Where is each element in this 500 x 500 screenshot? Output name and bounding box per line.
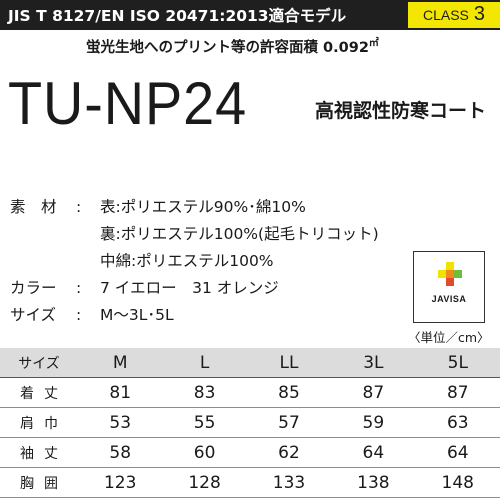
- javisa-cross-icon: [438, 262, 462, 286]
- table-cell: 87: [331, 377, 416, 408]
- size-header-cell: LL: [246, 348, 332, 378]
- size-header-row: サイズ M L LL 3L 5L: [0, 348, 500, 378]
- size-header-label: サイズ: [0, 348, 78, 378]
- table-cell: 55: [162, 407, 247, 438]
- size-header-cell: L: [162, 348, 247, 378]
- table-cell: 85: [246, 377, 332, 408]
- spec-label: 素 材:: [10, 198, 82, 216]
- table-row: 肩巾 53 55 57 59 63: [0, 407, 500, 438]
- table-cell: 57: [246, 407, 332, 438]
- table-cell: 128: [162, 467, 247, 498]
- row-label: 肩巾: [0, 407, 78, 438]
- spec-value: M〜3L･5L: [100, 306, 174, 324]
- print-area-note: 蛍光生地へのプリント等の許容面積 0.092㎡: [86, 34, 379, 57]
- javisa-text: JAVISA: [431, 294, 467, 304]
- model-number: TU-NP24: [8, 70, 248, 137]
- table-row: 袖丈 58 60 62 64 64: [0, 437, 500, 468]
- print-area-text: 蛍光生地へのプリント等の許容面積 0.092: [86, 39, 369, 56]
- table-cell: 81: [78, 377, 163, 408]
- class-badge: CLASS 3: [408, 2, 500, 28]
- table-cell: 63: [415, 407, 500, 438]
- size-header-cell: M: [78, 348, 163, 378]
- standard-text: JIS T 8127/EN ISO 20471:2013適合モデル: [8, 7, 347, 25]
- row-label: 着丈: [0, 377, 78, 408]
- standard-banner: JIS T 8127/EN ISO 20471:2013適合モデル CLASS …: [0, 0, 500, 30]
- table-row: 着丈 81 83 85 87 87: [0, 377, 500, 408]
- spec-label: カラー:: [10, 279, 82, 297]
- table-cell: 53: [78, 407, 163, 438]
- table-cell: 148: [415, 467, 500, 498]
- spec-value: 裏:ポリエステル100%(起毛トリコット): [100, 225, 379, 243]
- size-table: サイズ M L LL 3L 5L 着丈 81 83 85 87 87 肩巾 53…: [0, 348, 500, 498]
- table-cell: 59: [331, 407, 416, 438]
- row-label: 袖丈: [0, 437, 78, 468]
- table-row: 胸囲 123 128 133 138 148: [0, 467, 500, 498]
- table-cell: 123: [78, 467, 163, 498]
- table-cell: 87: [415, 377, 500, 408]
- class-number: 3: [473, 3, 486, 25]
- class-word: CLASS: [422, 7, 469, 23]
- table-cell: 58: [78, 437, 163, 468]
- spec-value: 表:ポリエステル90%･綿10%: [100, 198, 306, 216]
- product-name: 高視認性防寒コート: [314, 100, 486, 122]
- spec-value: 7 イエロー 31 オレンジ: [100, 279, 279, 297]
- table-cell: 138: [331, 467, 416, 498]
- spec-value: 中綿:ポリエステル100%: [100, 252, 274, 270]
- javisa-logo: JAVISA: [413, 251, 485, 323]
- row-label: 胸囲: [0, 467, 78, 498]
- table-cell: 60: [162, 437, 247, 468]
- table-cell: 133: [246, 467, 332, 498]
- table-cell: 64: [331, 437, 416, 468]
- size-header-cell: 5L: [415, 348, 500, 378]
- unit-note: 〈単位／cm〉: [408, 330, 490, 345]
- table-cell: 62: [246, 437, 332, 468]
- spec-label: サイズ:: [10, 306, 82, 324]
- size-header-cell: 3L: [331, 348, 416, 378]
- print-area-unit: ㎡: [368, 38, 379, 49]
- table-cell: 64: [415, 437, 500, 468]
- table-cell: 83: [162, 377, 247, 408]
